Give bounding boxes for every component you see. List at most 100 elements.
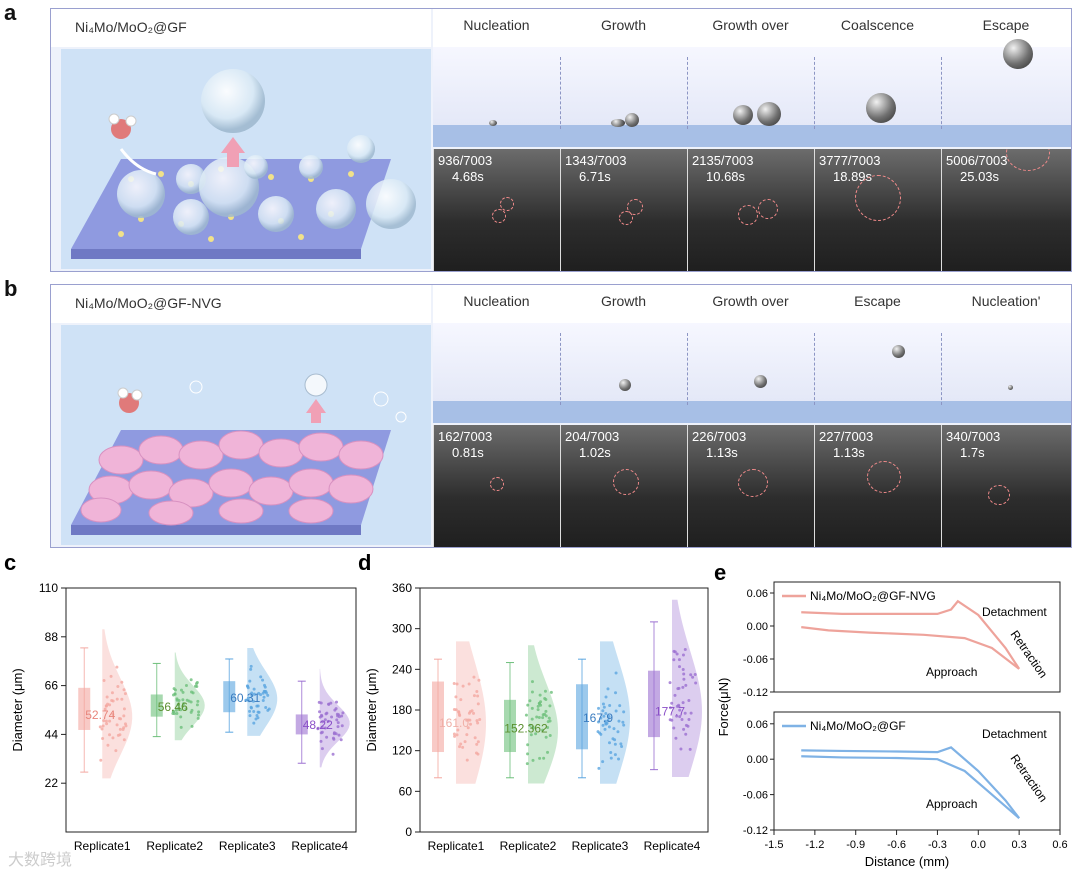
- data-point: [122, 707, 126, 711]
- data-point: [266, 693, 270, 697]
- panel-b-title: Ni₄Mo/MoO₂@GF-NVG: [75, 295, 222, 311]
- data-point: [601, 709, 605, 713]
- data-point: [184, 707, 188, 711]
- bubble-sphere: [1008, 385, 1013, 390]
- y-tick-label: 0.00: [747, 754, 768, 766]
- data-point: [530, 690, 534, 694]
- data-point: [673, 693, 677, 697]
- data-point: [693, 673, 697, 677]
- mean-label: 52.74: [85, 708, 115, 722]
- data-point: [604, 695, 608, 699]
- data-point: [675, 714, 679, 718]
- data-point: [601, 760, 605, 764]
- y-tick-label: 360: [392, 581, 412, 595]
- mean-label: 48.22: [303, 718, 333, 732]
- x-tick-label: Replicate1: [428, 839, 485, 853]
- data-point: [248, 714, 252, 718]
- video-frame: 1343/7003 6.71s: [560, 149, 687, 271]
- data-point: [681, 701, 685, 705]
- stage-divider: [560, 333, 561, 405]
- bubble-sphere: [489, 120, 497, 126]
- data-point: [617, 757, 621, 761]
- box-iqr: [432, 681, 444, 753]
- data-point: [182, 702, 186, 706]
- stage-header: Growth over: [687, 9, 814, 47]
- data-point: [111, 736, 115, 740]
- frame-number: 226/7003: [692, 429, 747, 444]
- stage-divider: [814, 333, 815, 405]
- video-frame: 2135/7003 10.68s: [687, 149, 814, 271]
- frame-time: 1.13s: [706, 445, 738, 460]
- legend-label: Ni₄Mo/MoO₂@GF: [810, 719, 906, 733]
- chart-e: e 0.06 0.00 -0.06 -0.12 Ni₄Mo/MoO₂@GF-NVG Deta…: [714, 560, 1068, 869]
- data-point: [339, 738, 343, 742]
- frame-number: 1343/7003: [565, 153, 627, 168]
- stage-divider: [687, 57, 688, 129]
- data-point: [174, 708, 178, 712]
- data-point: [319, 731, 323, 735]
- data-point: [115, 723, 119, 727]
- data-point: [529, 733, 533, 737]
- data-point: [618, 704, 622, 708]
- data-point: [472, 694, 476, 698]
- data-point: [252, 687, 256, 691]
- data-point: [118, 727, 122, 731]
- data-point: [531, 758, 535, 762]
- data-point: [541, 728, 545, 732]
- x-tick-label: Replicate2: [500, 839, 557, 853]
- video-frame: 5006/7003 25.03s: [941, 149, 1071, 271]
- data-point: [248, 679, 252, 683]
- data-point: [689, 711, 693, 715]
- violin-shape: [247, 648, 278, 736]
- data-point: [607, 715, 611, 719]
- data-point: [336, 721, 340, 725]
- y-tick-label: 0.06: [747, 719, 768, 731]
- data-point: [682, 672, 686, 676]
- frame-time: 4.68s: [452, 169, 484, 184]
- stage-header: Nucleation: [433, 9, 560, 47]
- data-point: [181, 704, 185, 708]
- frame-number: 204/7003: [565, 429, 620, 444]
- data-point: [103, 707, 107, 711]
- data-point: [332, 737, 336, 741]
- data-point: [607, 725, 611, 729]
- data-point: [341, 711, 345, 715]
- data-point: [476, 694, 480, 698]
- data-point: [330, 715, 334, 719]
- y-axis-label: Diameter (μm): [364, 668, 379, 751]
- box-iqr: [150, 694, 163, 717]
- data-point: [172, 712, 176, 716]
- data-point: [335, 712, 339, 716]
- data-point: [102, 679, 106, 683]
- mean-label: 161.0: [439, 716, 469, 730]
- data-point: [195, 682, 199, 686]
- data-point: [691, 675, 695, 679]
- panel-a-letter: a: [4, 0, 17, 25]
- data-point: [548, 704, 552, 708]
- data-point: [262, 695, 266, 699]
- data-point: [334, 707, 338, 711]
- data-point: [196, 716, 200, 720]
- data-point: [195, 703, 199, 707]
- data-point: [608, 704, 612, 708]
- data-point: [538, 693, 542, 697]
- data-point: [606, 687, 610, 691]
- y-tick-label: 0.00: [747, 621, 768, 633]
- data-point: [118, 733, 122, 737]
- violin-shape: [319, 668, 350, 768]
- x-tick-label: Replicate3: [219, 839, 276, 853]
- box-iqr: [295, 714, 308, 735]
- data-point: [603, 727, 607, 731]
- data-point: [259, 693, 263, 697]
- data-point: [688, 747, 692, 751]
- mean-label: 167.9: [583, 711, 613, 725]
- data-point: [98, 725, 102, 729]
- data-point: [677, 665, 681, 669]
- y-tick-label: -0.06: [743, 790, 768, 802]
- data-point: [318, 710, 322, 714]
- panel-a-frame: Ni₄Mo/MoO₂@GF: [50, 8, 1072, 272]
- data-point: [675, 652, 679, 656]
- data-point: [106, 743, 110, 747]
- data-point: [453, 734, 457, 738]
- data-point: [470, 709, 474, 713]
